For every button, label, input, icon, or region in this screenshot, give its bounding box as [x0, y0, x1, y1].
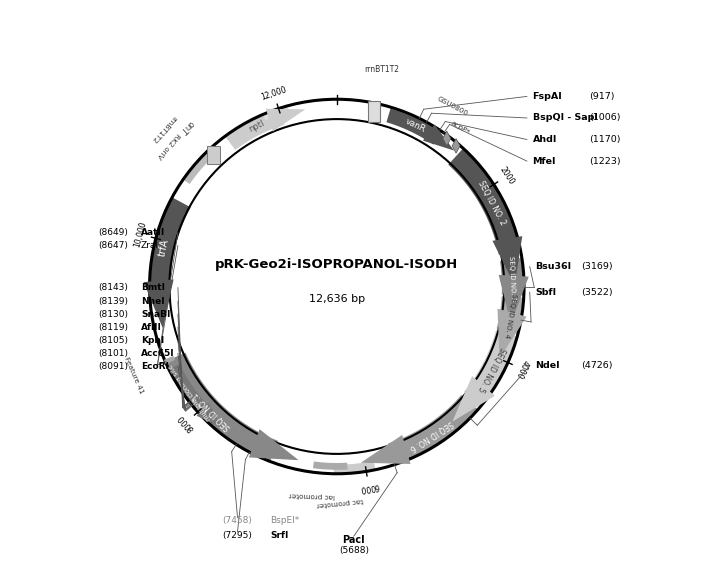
Polygon shape: [262, 105, 289, 120]
Text: (3169): (3169): [581, 262, 613, 271]
Text: AatII: AatII: [141, 228, 165, 237]
Text: SrfI: SrfI: [270, 531, 289, 540]
Text: SEQ ID NO. 2: SEQ ID NO. 2: [476, 180, 508, 227]
FancyBboxPatch shape: [207, 146, 219, 164]
Text: AhdI: AhdI: [533, 135, 557, 144]
Text: KpnI: KpnI: [141, 336, 164, 345]
Polygon shape: [498, 275, 528, 323]
Polygon shape: [386, 109, 441, 144]
Text: (7295): (7295): [223, 531, 252, 540]
Polygon shape: [500, 258, 523, 295]
Text: (8105): (8105): [99, 336, 129, 345]
Text: MfeI: MfeI: [533, 156, 556, 166]
Text: 6000: 6000: [359, 481, 379, 493]
Text: Bsu36I: Bsu36I: [536, 262, 572, 271]
Text: (4726): (4726): [581, 362, 613, 370]
Polygon shape: [497, 296, 523, 334]
Text: (917): (917): [590, 92, 615, 101]
Text: NheI: NheI: [141, 297, 165, 306]
Text: AflII: AflII: [141, 323, 162, 332]
Polygon shape: [334, 461, 375, 474]
Text: BmtI: BmtI: [141, 283, 165, 292]
Polygon shape: [361, 435, 411, 464]
Polygon shape: [313, 461, 347, 470]
Text: 10,000: 10,000: [133, 220, 148, 248]
Text: 8000: 8000: [176, 413, 196, 433]
Text: 2000: 2000: [498, 165, 516, 186]
Polygon shape: [452, 376, 495, 422]
Text: RK2 oriV: RK2 oriV: [155, 131, 180, 159]
Polygon shape: [464, 331, 517, 405]
Text: SEQ ID NO .1: SEQ ID NO .1: [192, 390, 233, 431]
Text: PacI: PacI: [342, 535, 365, 544]
Text: 12,000: 12,000: [260, 85, 288, 102]
Text: (1006): (1006): [590, 113, 620, 123]
Text: GSU0800: GSU0800: [436, 96, 470, 117]
Polygon shape: [448, 149, 520, 254]
Text: SEQ ID NO. 3: SEQ ID NO. 3: [508, 256, 516, 301]
FancyBboxPatch shape: [367, 101, 380, 122]
Text: (8091): (8091): [99, 362, 129, 371]
Text: pRK-Geo2i-ISOPROPANOL-ISODH: pRK-Geo2i-ISOPROPANOL-ISODH: [215, 258, 459, 272]
Polygon shape: [452, 139, 460, 153]
Polygon shape: [144, 280, 173, 328]
Text: trfA: trfA: [157, 238, 171, 257]
Text: (8647): (8647): [99, 241, 129, 250]
Polygon shape: [493, 236, 522, 285]
Text: (8130): (8130): [99, 310, 129, 319]
Text: multiple cloning site: multiple cloning site: [167, 363, 211, 422]
Text: (8649): (8649): [99, 228, 129, 237]
Polygon shape: [183, 152, 211, 184]
Text: BspQI - SapI: BspQI - SapI: [533, 113, 597, 123]
Text: (3522): (3522): [581, 288, 613, 297]
Text: vanR: vanR: [404, 117, 427, 135]
Text: SbfI: SbfI: [536, 288, 557, 297]
Text: (8143): (8143): [99, 283, 129, 292]
Text: EcoRI: EcoRI: [141, 362, 169, 371]
Text: FspAI: FspAI: [533, 92, 562, 101]
Polygon shape: [266, 109, 305, 132]
Polygon shape: [443, 131, 451, 146]
Text: tac promoter: tac promoter: [316, 497, 364, 507]
Polygon shape: [204, 146, 221, 162]
Text: Feature 41: Feature 41: [124, 356, 145, 395]
Text: acpP*: acpP*: [450, 120, 471, 136]
Text: (7458): (7458): [223, 516, 252, 525]
Polygon shape: [388, 395, 477, 464]
Text: oriT: oriT: [178, 118, 195, 135]
Text: (1223): (1223): [590, 156, 621, 166]
Polygon shape: [164, 356, 175, 364]
Text: (8101): (8101): [99, 349, 129, 358]
Text: (8119): (8119): [99, 323, 129, 332]
Text: (8139): (8139): [99, 297, 129, 306]
Text: 4000: 4000: [514, 358, 531, 380]
Text: (1170): (1170): [590, 135, 620, 144]
Text: lac promoter: lac promoter: [288, 492, 335, 500]
Polygon shape: [196, 403, 222, 429]
Text: NdeI: NdeI: [536, 362, 560, 370]
Polygon shape: [498, 309, 526, 358]
Polygon shape: [423, 124, 454, 151]
Text: SEQ ID NO. 5: SEQ ID NO. 5: [476, 346, 508, 394]
Polygon shape: [168, 364, 216, 422]
Text: rrnBT1T2: rrnBT1T2: [150, 115, 178, 144]
Text: (5688): (5688): [339, 547, 369, 555]
Text: SEQ ID NO. 4: SEQ ID NO. 4: [504, 293, 517, 338]
Polygon shape: [249, 429, 298, 460]
Text: rrnBT1T2: rrnBT1T2: [365, 65, 400, 74]
Text: ZraI: ZraI: [141, 241, 159, 250]
Text: SnaBI: SnaBI: [141, 310, 170, 319]
Text: SEQ ID NO. 6: SEQ ID NO. 6: [408, 418, 454, 452]
Text: BspEI*: BspEI*: [270, 516, 300, 525]
Text: Acc65I: Acc65I: [141, 349, 175, 358]
Circle shape: [150, 99, 524, 474]
Text: nptI: nptI: [247, 119, 266, 135]
Polygon shape: [225, 108, 285, 150]
Text: 12,636 bp: 12,636 bp: [308, 294, 365, 304]
Polygon shape: [149, 197, 191, 303]
Polygon shape: [166, 352, 278, 461]
